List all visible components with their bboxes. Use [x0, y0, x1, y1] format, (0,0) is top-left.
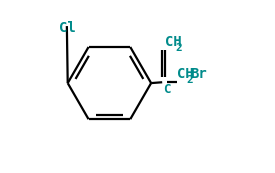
Text: CH: CH	[165, 35, 182, 49]
Text: Br: Br	[190, 67, 207, 81]
Text: CH: CH	[177, 67, 194, 81]
Text: 2: 2	[187, 75, 194, 85]
Text: 2: 2	[175, 43, 182, 53]
Text: C: C	[163, 83, 170, 96]
Text: Cl: Cl	[59, 21, 76, 35]
